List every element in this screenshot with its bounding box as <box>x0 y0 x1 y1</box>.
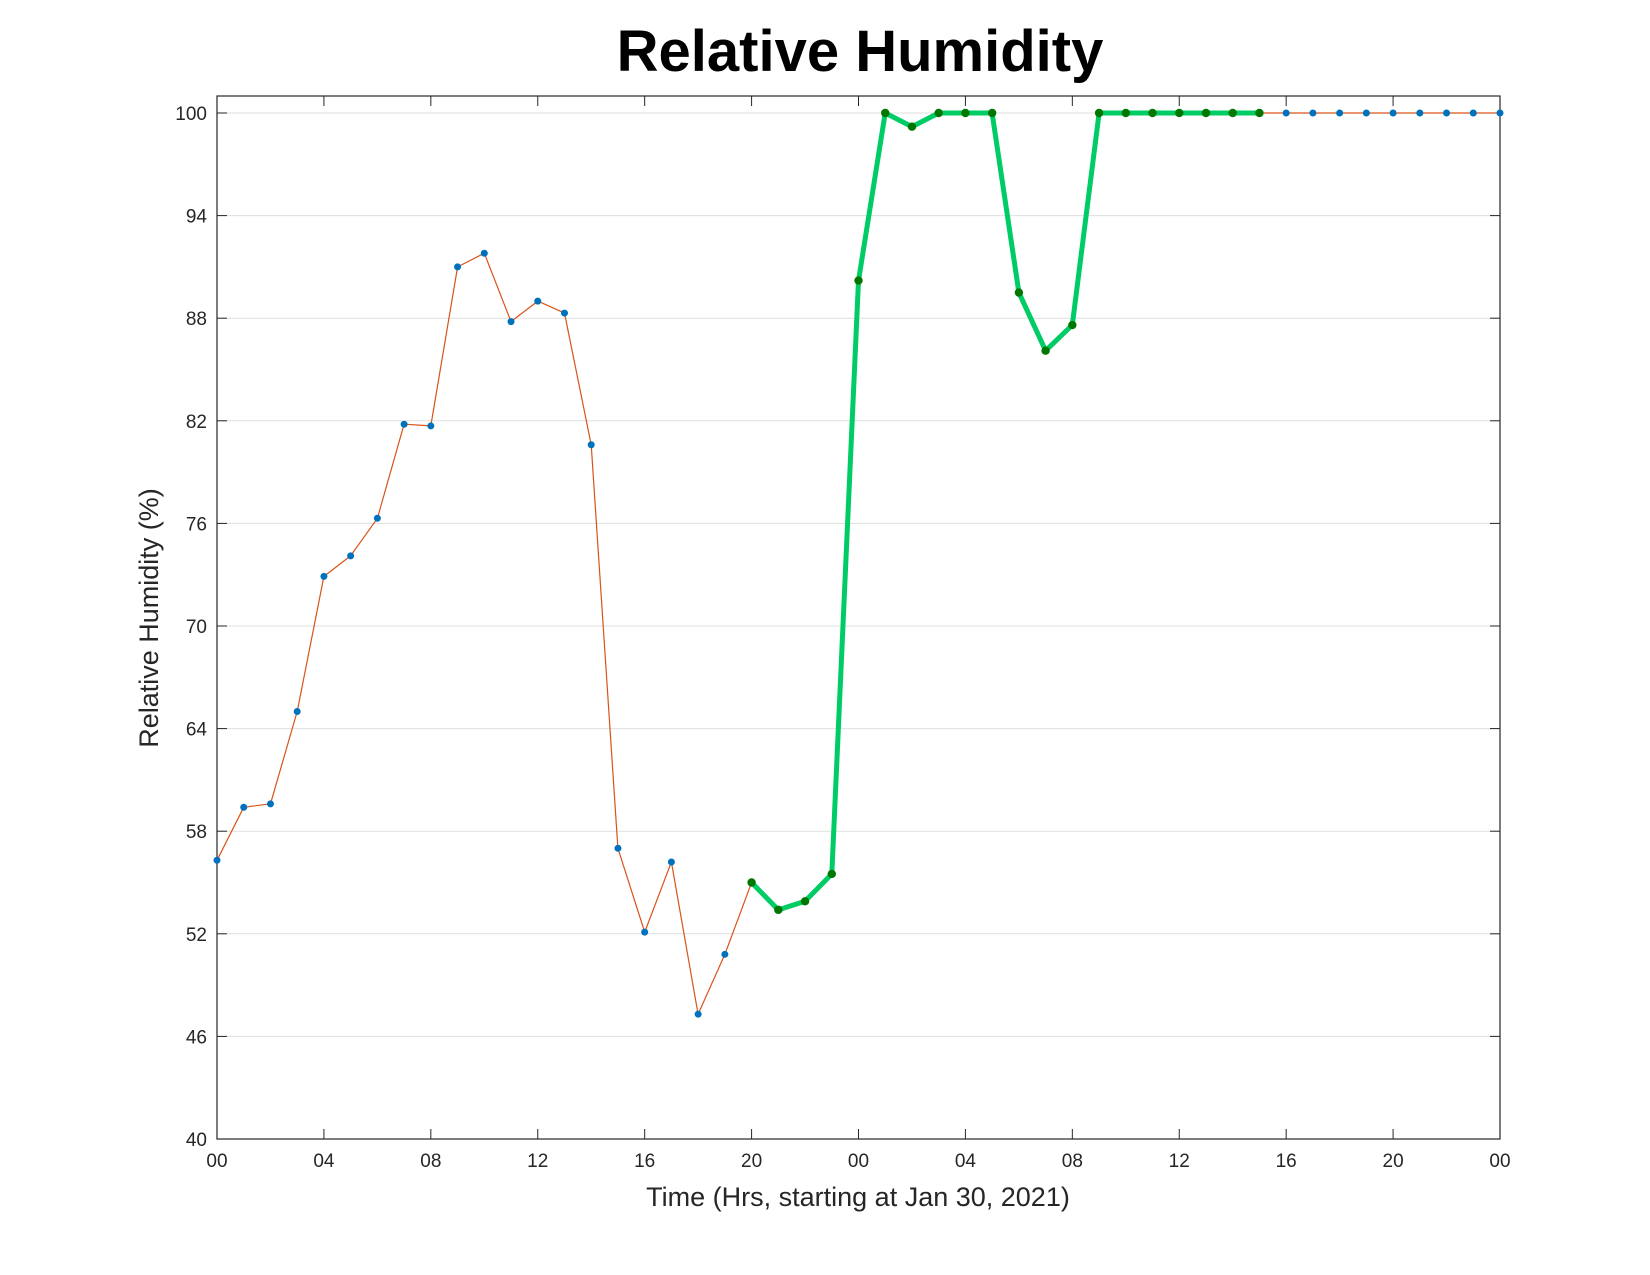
y-axis-label: Relative Humidity (%) <box>134 488 164 748</box>
series-2-point <box>1255 108 1264 118</box>
y-tick-label: 46 <box>186 1027 207 1048</box>
series-1-point <box>400 420 408 428</box>
series-1-point <box>213 856 221 864</box>
series-2-point <box>934 108 943 118</box>
x-axis-label: Time (Hrs, starting at Jan 30, 2021) <box>646 1182 1070 1212</box>
series-1-point <box>480 249 488 257</box>
y-tick-label: 100 <box>175 104 207 125</box>
series-2-point <box>987 108 997 118</box>
series-2-point <box>881 108 890 118</box>
x-tick-label: 08 <box>420 1151 441 1172</box>
series-2-point <box>1175 108 1184 118</box>
x-tick-label: 20 <box>741 1151 762 1172</box>
series-2-point <box>800 897 810 906</box>
series-1-point <box>347 552 355 560</box>
y-tick-label: 58 <box>186 822 207 843</box>
x-tick-label: 00 <box>206 1151 227 1172</box>
axis-ticks: 40 46 52 58 64 70 76 82 88 94 100 00 04 08 12 16 20 00 04 0… <box>175 96 1511 1172</box>
series-2-point <box>854 276 863 285</box>
x-tick-label: 16 <box>1276 1151 1297 1172</box>
series-1-point <box>1309 109 1317 117</box>
series-2-point <box>1014 288 1024 297</box>
series-1-point <box>427 422 435 430</box>
chart-title: Relative Humidity <box>616 19 1104 84</box>
series-2-point <box>827 869 836 879</box>
series-2-point <box>747 878 756 887</box>
y-tick-label: 52 <box>186 925 207 946</box>
series-1-point <box>1336 109 1344 117</box>
x-tick-label: 00 <box>848 1151 869 1172</box>
series-2-point <box>1201 108 1211 118</box>
series-1-point <box>1389 109 1397 117</box>
y-tick-label: 82 <box>186 412 207 433</box>
y-tick-label: 64 <box>186 720 208 741</box>
x-tick-label: 00 <box>1489 1151 1510 1172</box>
series-2-point <box>1121 108 1130 118</box>
series-1-point <box>240 803 248 811</box>
series-layer <box>213 108 1504 1018</box>
series-1-point <box>373 514 381 522</box>
series-1-point <box>266 800 274 808</box>
series-2-line <box>749 110 1262 913</box>
y-tick-label: 88 <box>186 309 207 330</box>
series-1-point <box>721 950 729 958</box>
series-1-point <box>1282 109 1290 117</box>
series-2-point <box>1148 108 1157 118</box>
x-tick-label: 16 <box>634 1151 655 1172</box>
plot-area-frame <box>216 95 1501 1140</box>
series-1-point <box>587 441 595 449</box>
series-2-point <box>961 108 970 118</box>
series-1-point <box>1469 109 1477 117</box>
series-2-point <box>1094 108 1104 118</box>
series-1-point <box>694 1010 702 1018</box>
series-1-point <box>1496 109 1504 117</box>
y-tick-label: 70 <box>186 617 207 638</box>
series-1-point <box>560 309 568 317</box>
series-1-point <box>320 572 328 580</box>
y-tick-label: 94 <box>186 207 208 228</box>
grid-lines <box>217 112 1500 1037</box>
series-1-line <box>216 112 1501 1015</box>
x-tick-label: 20 <box>1383 1151 1404 1172</box>
series-2-point <box>907 122 917 131</box>
series-1-point <box>293 708 301 715</box>
series-1-point <box>1416 109 1424 117</box>
x-tick-label: 08 <box>1062 1151 1083 1172</box>
series-1-point <box>1362 109 1370 117</box>
series-1-point <box>534 297 542 305</box>
series-1-point <box>454 263 462 271</box>
series-2-point <box>774 905 783 915</box>
x-tick-label: 12 <box>1169 1151 1190 1172</box>
series-1-point <box>614 844 622 852</box>
series-1-point <box>667 858 675 866</box>
series-1-point <box>641 928 649 936</box>
x-tick-label: 12 <box>527 1151 548 1172</box>
x-tick-label: 04 <box>313 1151 335 1172</box>
x-tick-label: 04 <box>955 1151 977 1172</box>
series-2-point <box>1041 346 1050 355</box>
series-2-point <box>1068 320 1077 330</box>
series-1-point <box>507 318 515 326</box>
series-2-point <box>1228 108 1237 118</box>
y-tick-label: 40 <box>186 1130 207 1151</box>
y-tick-label: 76 <box>186 514 207 535</box>
series-1-point <box>1443 109 1451 117</box>
